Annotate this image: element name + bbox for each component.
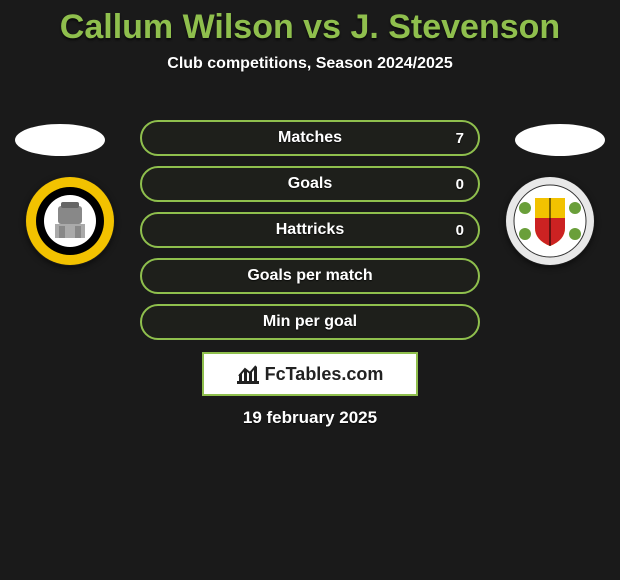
stats-table: Matches 7 Goals 0 Hattricks 0 Goals per … [140, 120, 480, 350]
chart-icon [237, 364, 259, 384]
stat-value-right: 7 [456, 130, 464, 147]
stat-label: Goals [288, 175, 332, 193]
stat-row-min-per-goal: Min per goal [140, 304, 480, 340]
stat-label: Min per goal [263, 313, 357, 331]
club-badge-right [505, 176, 595, 266]
subtitle: Club competitions, Season 2024/2025 [0, 55, 620, 73]
club-badge-left [25, 176, 115, 266]
stat-value-right: 0 [456, 222, 464, 239]
date-label: 19 february 2025 [0, 408, 620, 428]
stat-value-right: 0 [456, 176, 464, 193]
player-marker-left [15, 124, 105, 156]
stat-label: Matches [278, 129, 342, 147]
branding-text: FcTables.com [265, 364, 384, 385]
page-title: Callum Wilson vs J. Stevenson [0, 0, 620, 47]
branding-box: FcTables.com [202, 352, 418, 396]
stat-label: Goals per match [247, 267, 372, 285]
stat-label: Hattricks [276, 221, 344, 239]
player-marker-right [515, 124, 605, 156]
stat-row-hattricks: Hattricks 0 [140, 212, 480, 248]
stat-row-goals-per-match: Goals per match [140, 258, 480, 294]
stat-row-matches: Matches 7 [140, 120, 480, 156]
stat-row-goals: Goals 0 [140, 166, 480, 202]
